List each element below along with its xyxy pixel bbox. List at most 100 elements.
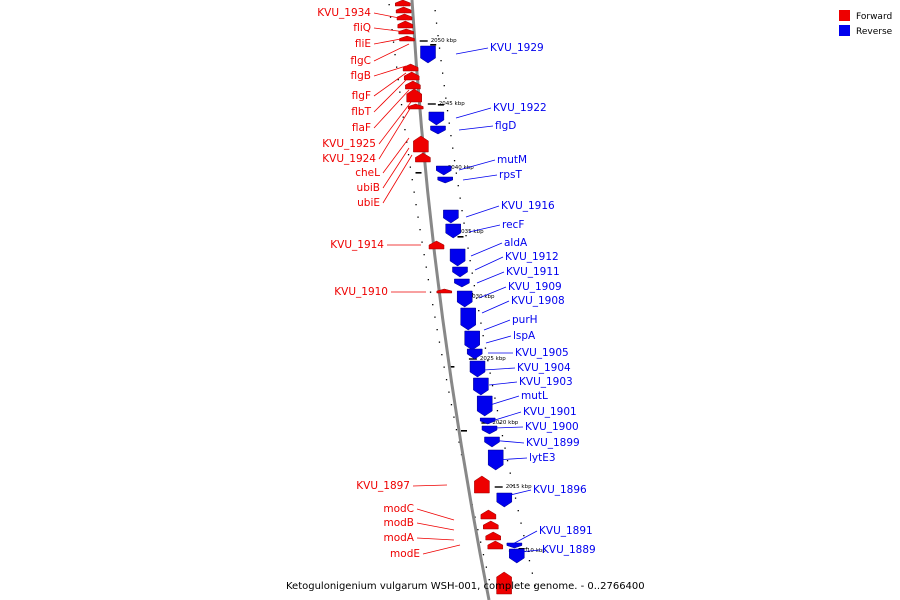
reverse-gene-feature[interactable] xyxy=(469,360,486,378)
gene-label-lyte3[interactable]: lytE3 xyxy=(529,452,556,464)
guide-dot xyxy=(478,310,480,312)
reverse-gene-feature[interactable] xyxy=(420,45,436,64)
gene-label-kvu-1911[interactable]: KVU_1911 xyxy=(506,266,560,278)
forward-gene-feature[interactable] xyxy=(405,80,421,90)
reverse-gene-feature[interactable] xyxy=(437,176,453,184)
forward-gene-feature[interactable] xyxy=(397,20,414,29)
leader-line xyxy=(373,37,407,45)
gene-label-kvu-1891[interactable]: KVU_1891 xyxy=(539,525,593,537)
reverse-gene-feature[interactable] xyxy=(452,266,468,278)
reverse-gene-feature[interactable] xyxy=(479,417,496,425)
forward-gene-feature[interactable] xyxy=(480,509,497,520)
gene-label-kvu-1924[interactable]: KVU_1924 xyxy=(322,153,376,165)
forward-gene-feature[interactable] xyxy=(403,71,420,81)
reverse-gene-feature[interactable] xyxy=(476,395,493,417)
reverse-gene-feature[interactable] xyxy=(443,209,459,224)
gene-label-kvu-1900[interactable]: KVU_1900 xyxy=(525,421,579,433)
forward-gene-feature[interactable] xyxy=(402,63,419,72)
gene-label-kvu-1905[interactable]: KVU_1905 xyxy=(515,347,569,359)
reverse-gene-feature[interactable] xyxy=(445,223,461,239)
reverse-gene-feature[interactable] xyxy=(473,377,489,396)
gene-label-rpst[interactable]: rpsT xyxy=(499,169,522,181)
forward-gene-feature[interactable] xyxy=(487,540,504,550)
gene-label-chel[interactable]: cheL xyxy=(355,167,380,179)
reverse-gene-feature[interactable] xyxy=(481,425,498,435)
forward-gene-feature[interactable] xyxy=(398,28,414,35)
gene-label-kvu-1901[interactable]: KVU_1901 xyxy=(523,406,577,418)
gene-label-kvu-1897[interactable]: KVU_1897 xyxy=(356,480,410,492)
gene-label-mutl[interactable]: mutL xyxy=(521,390,548,402)
forward-gene-feature[interactable] xyxy=(406,88,422,103)
forward-gene-feature[interactable] xyxy=(483,520,499,530)
gene-label-kvu-1916[interactable]: KVU_1916 xyxy=(501,200,555,212)
reverse-gene-feature[interactable] xyxy=(456,290,473,308)
reverse-gene-feature[interactable] xyxy=(460,307,476,331)
reverse-gene-feature[interactable] xyxy=(449,248,466,267)
guide-dot xyxy=(437,35,439,37)
forward-gene-feature[interactable] xyxy=(436,288,453,294)
gene-label-flgb[interactable]: flgB xyxy=(351,70,371,82)
gene-label-modb[interactable]: modB xyxy=(383,517,414,529)
forward-gene-feature[interactable] xyxy=(395,0,411,7)
gene-label-mode[interactable]: modE xyxy=(390,548,420,560)
reverse-gene-feature[interactable] xyxy=(428,111,445,126)
gene-label-kvu-1912[interactable]: KVU_1912 xyxy=(505,251,559,263)
dash-mark xyxy=(448,366,455,368)
forward-gene-feature[interactable] xyxy=(413,135,429,153)
gene-label-kvu-1903[interactable]: KVU_1903 xyxy=(519,376,573,388)
gene-label-flbt[interactable]: flbT xyxy=(351,106,371,118)
gene-label-kvu-1889[interactable]: KVU_1889 xyxy=(542,544,596,556)
gene-label-flgd[interactable]: flgD xyxy=(495,120,516,132)
gene-label-kvu-1925[interactable]: KVU_1925 xyxy=(322,138,376,150)
gene-label-kvu-1909[interactable]: KVU_1909 xyxy=(508,281,562,293)
leader-line xyxy=(416,508,455,521)
gene-label-ubib[interactable]: ubiB xyxy=(357,182,380,194)
forward-gene-feature[interactable] xyxy=(496,571,512,595)
leader-line xyxy=(382,154,413,204)
leader-line xyxy=(508,549,541,554)
reverse-gene-feature[interactable] xyxy=(484,436,500,448)
reverse-gene-feature[interactable] xyxy=(436,165,452,176)
reverse-gene-feature[interactable] xyxy=(496,492,513,508)
leader-line xyxy=(462,174,498,181)
gene-label-kvu-1934[interactable]: KVU_1934 xyxy=(317,7,371,19)
reverse-gene-feature[interactable] xyxy=(454,278,470,288)
gene-label-fliq[interactable]: fliQ xyxy=(353,22,371,34)
legend: Forward Reverse xyxy=(839,10,893,37)
reverse-gene-feature[interactable] xyxy=(506,542,523,549)
forward-gene-feature[interactable] xyxy=(474,475,490,494)
gene-label-moda[interactable]: modA xyxy=(383,532,414,544)
gene-label-purh[interactable]: purH xyxy=(512,314,538,326)
forward-gene-feature[interactable] xyxy=(407,103,424,110)
leader-line xyxy=(373,89,410,129)
forward-gene-feature[interactable] xyxy=(395,6,412,14)
gene-label-kvu-1914[interactable]: KVU_1914 xyxy=(330,239,384,251)
gene-label-recf[interactable]: recF xyxy=(502,219,524,231)
forward-gene-feature[interactable] xyxy=(485,531,501,541)
gene-label-alda[interactable]: aldA xyxy=(504,237,528,249)
gene-label-kvu-1899[interactable]: KVU_1899 xyxy=(526,437,580,449)
reverse-gene-feature[interactable] xyxy=(430,125,446,135)
gene-label-kvu-1910[interactable]: KVU_1910 xyxy=(334,286,388,298)
reverse-gene-feature[interactable] xyxy=(466,348,483,360)
gene-label-kvu-1929[interactable]: KVU_1929 xyxy=(490,42,544,54)
gene-label-kvu-1904[interactable]: KVU_1904 xyxy=(517,362,571,374)
gene-label-lspa[interactable]: lspA xyxy=(513,330,536,342)
gene-label-kvu-1922[interactable]: KVU_1922 xyxy=(493,102,547,114)
gene-label-kvu-1908[interactable]: KVU_1908 xyxy=(511,295,565,307)
gene-label-ubie[interactable]: ubiE xyxy=(357,197,380,209)
gene-label-flaf[interactable]: flaF xyxy=(352,122,371,134)
guide-dot xyxy=(482,554,485,556)
gene-label-flie[interactable]: fliE xyxy=(355,38,371,50)
gene-label-kvu-1896[interactable]: KVU_1896 xyxy=(533,484,587,496)
guide-dot xyxy=(445,379,448,381)
dash-mark xyxy=(415,172,422,174)
forward-gene-feature[interactable] xyxy=(428,240,445,250)
gene-label-flgf[interactable]: flgF xyxy=(352,90,371,102)
gene-label-mutm[interactable]: mutM xyxy=(497,154,527,166)
forward-gene-feature[interactable] xyxy=(415,152,431,163)
gene-label-flgc[interactable]: flgC xyxy=(350,55,371,67)
reverse-gene-feature[interactable] xyxy=(464,330,480,351)
reverse-gene-feature[interactable] xyxy=(509,548,525,564)
gene-label-modc[interactable]: modC xyxy=(383,503,414,515)
